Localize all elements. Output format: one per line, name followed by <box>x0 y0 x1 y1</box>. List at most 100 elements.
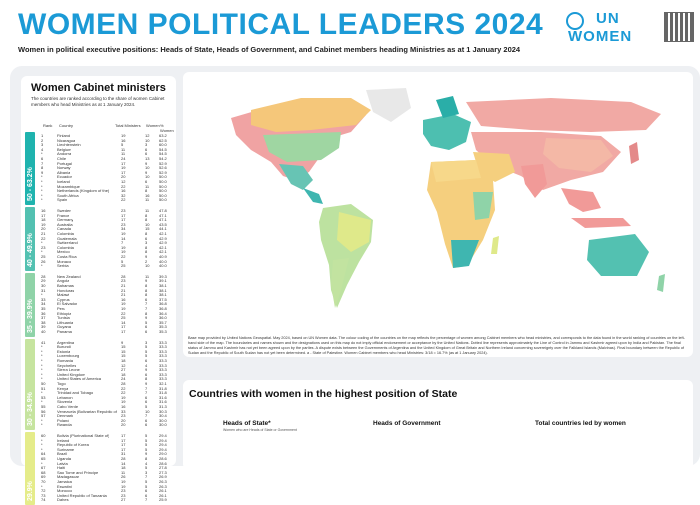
row-pct: 29.4 <box>159 437 167 443</box>
row-total: 23 <box>121 413 126 419</box>
table-row: * Republic of Korea 17 5 29.4 <box>41 443 173 448</box>
table-row: * Suriname 17 5 29.4 <box>41 447 173 453</box>
cabinet-ministers-description: The countries are ranked according to th… <box>31 96 165 107</box>
row-women: 3 <box>145 142 148 148</box>
table-row: 34 El Salvador 19 7 36.8 <box>41 302 173 307</box>
row-women: 12 <box>145 133 150 138</box>
row-pct: 29.0 <box>159 451 167 457</box>
row-rank: * <box>41 422 43 428</box>
row-total: 28 <box>121 273 126 279</box>
table-row: * South Africa 32 16 50.0 <box>41 193 173 199</box>
row-rank: 26 <box>41 258 46 264</box>
row-pct: 62.5 <box>159 137 167 143</box>
row-country: Uganda <box>57 456 72 461</box>
row-rank: * <box>41 188 43 194</box>
table-row: * Mexico 19 8 42.1 <box>41 250 173 255</box>
row-women: 8 <box>145 287 148 293</box>
ranking-band-label: 29.9% <box>27 481 34 501</box>
row-total: 19 <box>121 249 126 255</box>
row-rank: * <box>41 249 43 255</box>
row-pct: 30.4 <box>159 413 167 419</box>
row-rank: 64 <box>41 451 46 457</box>
row-pct: 43.5 <box>159 221 167 227</box>
row-country: Portugal <box>57 161 72 166</box>
row-rank: 38 <box>41 319 46 325</box>
row-pct: 50.0 <box>159 188 167 194</box>
col-rank: Rank <box>43 123 53 128</box>
table-row: 29 Angola 23 9 39.1 <box>41 279 173 284</box>
row-pct: 31.3 <box>159 403 167 409</box>
map-australia <box>587 234 649 276</box>
row-country: United States of America <box>57 377 102 382</box>
row-pct: 40.9 <box>159 253 167 259</box>
row-country: Togo <box>57 381 66 386</box>
row-total: 25 <box>121 315 126 321</box>
row-pct: 36.8 <box>159 305 167 311</box>
row-total: 17 <box>121 328 126 334</box>
table-row: 33 Cyprus 16 6 37.5 <box>41 297 173 303</box>
row-pct: 30.0 <box>159 417 167 423</box>
row-country: Spain <box>57 198 68 203</box>
row-country: Guatemala <box>57 236 77 241</box>
row-women: 8 <box>145 455 148 461</box>
map-europe <box>423 114 471 150</box>
row-total: 18 <box>121 371 126 377</box>
row-rank: * <box>41 367 43 373</box>
table-row: * United States of America 24 8 33.3 <box>41 377 173 382</box>
row-pct: 31.8 <box>159 390 167 396</box>
table-row: * Serbia 25 10 40.0 <box>41 264 173 269</box>
ranking-rows: 1 Finland 19 12 63.2 2 Nicaragua 16 10 62.5 3 Liech… <box>41 133 173 203</box>
row-country: Venezuela (Bolivarian Republic of) <box>57 409 117 414</box>
row-rank: 39 <box>41 324 46 330</box>
row-rank: * <box>41 362 43 368</box>
row-women: 10 <box>145 263 150 269</box>
row-women: 6 <box>145 422 148 428</box>
row-pct: 38.1 <box>159 292 167 298</box>
row-rank: 31 <box>41 287 46 293</box>
row-women: 11 <box>145 183 150 189</box>
map-canada <box>251 98 371 132</box>
row-pct: 32.1 <box>159 380 167 386</box>
row-women: 6 <box>145 235 148 241</box>
row-total: 19 <box>121 305 126 311</box>
row-women: 13 <box>145 155 150 161</box>
row-rank: 9 <box>41 169 44 175</box>
row-women: 3 <box>145 339 148 345</box>
row-country: Tunisia <box>57 316 70 321</box>
row-rank: 41 <box>41 339 46 345</box>
row-rank: * <box>41 442 43 448</box>
world-map-card: Base map provided by United Nations Geos… <box>183 72 693 357</box>
row-country: Mozambique <box>57 184 80 189</box>
row-rank: 21 <box>41 230 46 236</box>
row-rank: 51 <box>41 385 46 391</box>
row-pct: 33.3 <box>159 376 167 382</box>
row-pct: 33.3 <box>159 348 167 354</box>
row-country: Cyprus <box>57 297 70 302</box>
row-women: 9 <box>145 253 148 259</box>
row-total: 23 <box>121 221 126 227</box>
row-women: 5 <box>145 437 148 443</box>
table-row: 20 Canada 34 15 44.1 <box>41 227 173 232</box>
ranking-band-label: 40 - 49.9% <box>27 232 34 267</box>
row-rank: 4 <box>41 146 44 152</box>
row-total: 15 <box>121 344 126 350</box>
row-country: Netherlands (Kingdom of the) <box>57 189 110 194</box>
row-rank: 50 <box>41 380 46 386</box>
map-new-zealand <box>657 274 665 292</box>
row-women: 7 <box>145 385 148 391</box>
row-rank: * <box>41 263 43 269</box>
row-total: 15 <box>121 353 126 359</box>
row-rank: * <box>41 357 43 363</box>
row-total: 12 <box>121 362 126 368</box>
table-row: 1 Finland 19 12 63.2 <box>41 133 173 139</box>
table-row: 36 Ethiopia 22 8 36.4 <box>41 311 173 317</box>
row-country: Australia <box>57 222 73 227</box>
row-pct: 33.3 <box>159 367 167 373</box>
row-country: Bahamas <box>57 283 74 288</box>
row-rank: 34 <box>41 301 46 307</box>
ranking-band-label: 30 - 34.9% <box>27 392 34 426</box>
table-row: 31 Honduras 21 8 38.1 <box>41 287 173 294</box>
row-pct: 39.3 <box>159 273 167 279</box>
col-total: Total Ministers <box>115 123 141 128</box>
row-country: Costa Rica <box>57 254 77 259</box>
